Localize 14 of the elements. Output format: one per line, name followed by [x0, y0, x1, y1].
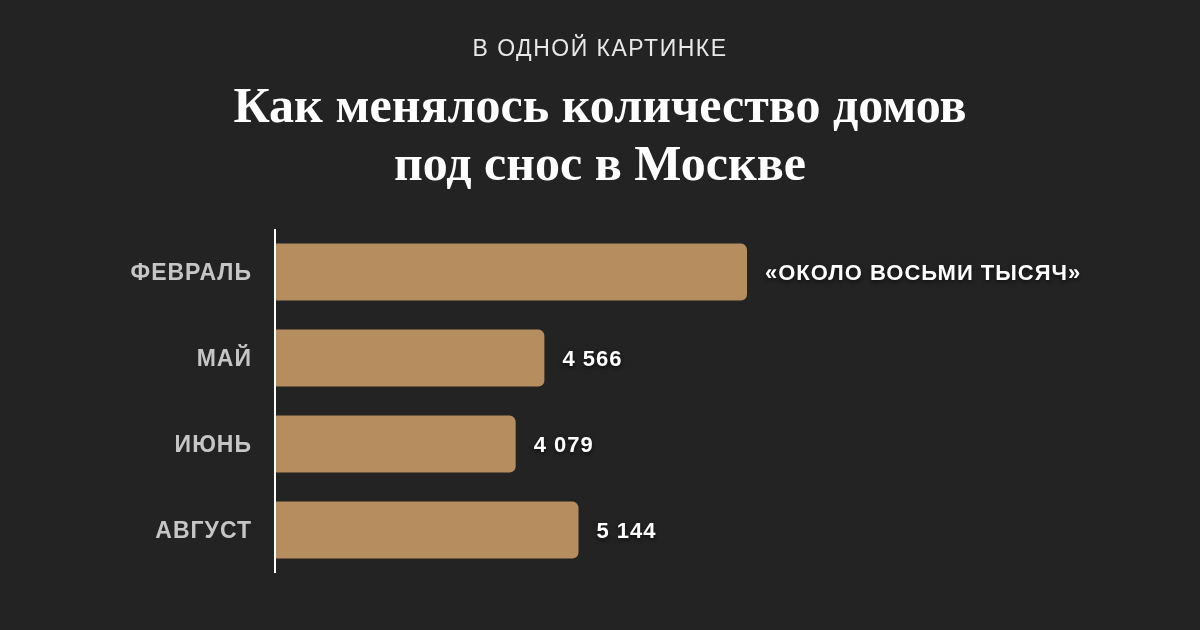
- y-tick-label: ИЮНЬ: [174, 431, 252, 458]
- y-tick-label: АВГУСТ: [155, 517, 252, 544]
- y-tick-label: ФЕВРАЛЬ: [130, 259, 252, 286]
- chart-title: Как менялось количество домов под снос в Москве: [232, 76, 968, 192]
- bar: [275, 329, 545, 387]
- y-tick-label: МАЙ: [196, 344, 252, 372]
- data-label: 4 079: [533, 431, 594, 457]
- chart-subtitle: В ОДНОЙ КАРТИНКЕ: [471, 34, 729, 62]
- data-label: 4 566: [562, 345, 623, 371]
- bar: [275, 415, 516, 473]
- bar: [275, 243, 747, 301]
- bar: [275, 501, 579, 559]
- data-label: «ОКОЛО ВОСЬМИ ТЫСЯЧ»: [765, 259, 1082, 285]
- data-label: 5 144: [596, 517, 657, 543]
